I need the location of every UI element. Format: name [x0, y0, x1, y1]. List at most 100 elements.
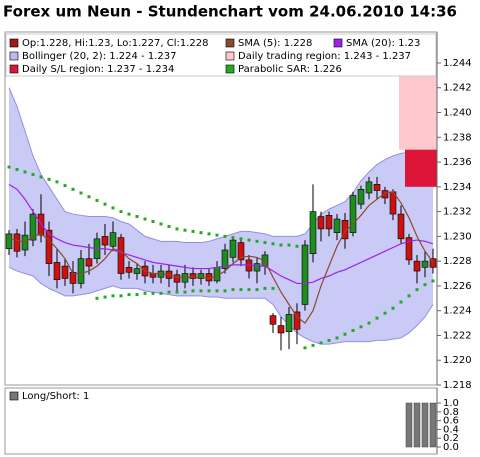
sar-dot [183, 290, 187, 294]
candle-body [373, 184, 381, 191]
sar-dot [127, 293, 131, 297]
legend-label: Daily S/L region: 1.237 - 1.234 [22, 64, 174, 75]
sar-dot [399, 300, 403, 304]
sar-dot [295, 244, 299, 248]
sar-dot [263, 286, 267, 290]
sar-dot [55, 180, 59, 184]
sar-dot [271, 242, 275, 246]
sar-dot [255, 239, 259, 243]
y-tick-label: 1.222 [443, 330, 472, 341]
sar-dot [63, 184, 67, 188]
candle-body [45, 229, 53, 264]
panel-y-tick-label: 0.2 [443, 433, 459, 444]
sar-dot [159, 222, 163, 226]
legend-swatch [225, 38, 235, 48]
sar-dot [359, 325, 363, 329]
y-tick-label: 1.228 [443, 256, 472, 267]
sar-dot [391, 306, 395, 310]
candle-body [229, 239, 237, 258]
candle-body [365, 181, 373, 194]
candle-body [133, 268, 141, 274]
sar-dot [375, 316, 379, 320]
sar-dot [239, 288, 243, 292]
sar-dot [327, 338, 331, 342]
sar-dot [383, 311, 387, 315]
y-tick-label: 1.234 [443, 182, 472, 193]
chart-title: Forex um Neun - Stundenchart vom 24.06.2… [3, 3, 457, 21]
panel-y-tick-label: 1.0 [443, 398, 459, 409]
sar-dot [103, 202, 107, 206]
candle-body [77, 258, 85, 284]
sar-dot [367, 321, 371, 325]
sar-dot [111, 294, 115, 298]
y-tick-label: 1.242 [443, 83, 472, 94]
candle-body [117, 237, 125, 274]
long-short-bar [421, 402, 429, 448]
sar-dot [279, 243, 283, 247]
candle-body [309, 211, 317, 255]
sar-dot [119, 294, 123, 298]
sl-region [405, 149, 437, 187]
candle-body [381, 190, 389, 199]
y-tick-label: 1.236 [443, 157, 472, 168]
sar-dot [311, 343, 315, 347]
candle-body [181, 273, 189, 283]
sar-dot [7, 165, 11, 169]
sar-dot [335, 336, 339, 340]
legend-box [5, 33, 437, 77]
sar-dot [287, 243, 291, 247]
sar-dot [239, 237, 243, 241]
sar-dot [15, 167, 19, 171]
candle-body [221, 249, 229, 269]
panel-frame [4, 387, 438, 455]
candle-body [357, 189, 365, 205]
sar-dot [431, 279, 435, 283]
sar-dot [167, 224, 171, 228]
sar-dot [159, 291, 163, 295]
sar-dot [151, 291, 155, 295]
sar-dot [351, 329, 355, 333]
sar-dot [23, 170, 27, 174]
sar-dot [111, 206, 115, 210]
legend-swatch [9, 51, 19, 61]
candle-body [237, 242, 245, 261]
candle-body [5, 233, 13, 250]
sar-dot [247, 288, 251, 292]
sar-dot [87, 195, 91, 199]
candle-body [293, 311, 301, 330]
sar-dot [175, 227, 179, 231]
sar-dot [103, 295, 107, 299]
candle-body [429, 258, 437, 268]
candle-body [253, 263, 261, 272]
trading-region [399, 75, 437, 150]
candle-body [197, 273, 205, 279]
sar-dot [175, 290, 179, 294]
y-tick-label: 1.238 [443, 132, 472, 143]
y-tick-label: 1.226 [443, 281, 472, 292]
sar-dot [271, 286, 275, 290]
sar-dot [263, 241, 267, 245]
candle-body [269, 315, 277, 325]
sar-dot [31, 172, 35, 176]
sar-dot [223, 234, 227, 238]
legend-swatch [225, 51, 235, 61]
sar-dot [423, 283, 427, 287]
sar-dot [231, 236, 235, 240]
sar-dot [215, 289, 219, 293]
candle-body [421, 260, 429, 268]
panel-swatch [9, 391, 19, 401]
candle-body [325, 215, 333, 230]
candle-body [413, 260, 421, 272]
sar-dot [407, 294, 411, 298]
legend-swatch [9, 64, 19, 74]
sar-dot [71, 187, 75, 191]
sar-dot [343, 332, 347, 336]
sar-dot [199, 231, 203, 235]
candle-body [29, 213, 37, 241]
candle-body [397, 213, 405, 240]
sar-dot [255, 288, 259, 292]
sar-dot [143, 217, 147, 221]
sar-dot [143, 291, 147, 295]
legend-label: Daily trading region: 1.243 - 1.237 [238, 51, 411, 62]
sar-dot [215, 233, 219, 237]
